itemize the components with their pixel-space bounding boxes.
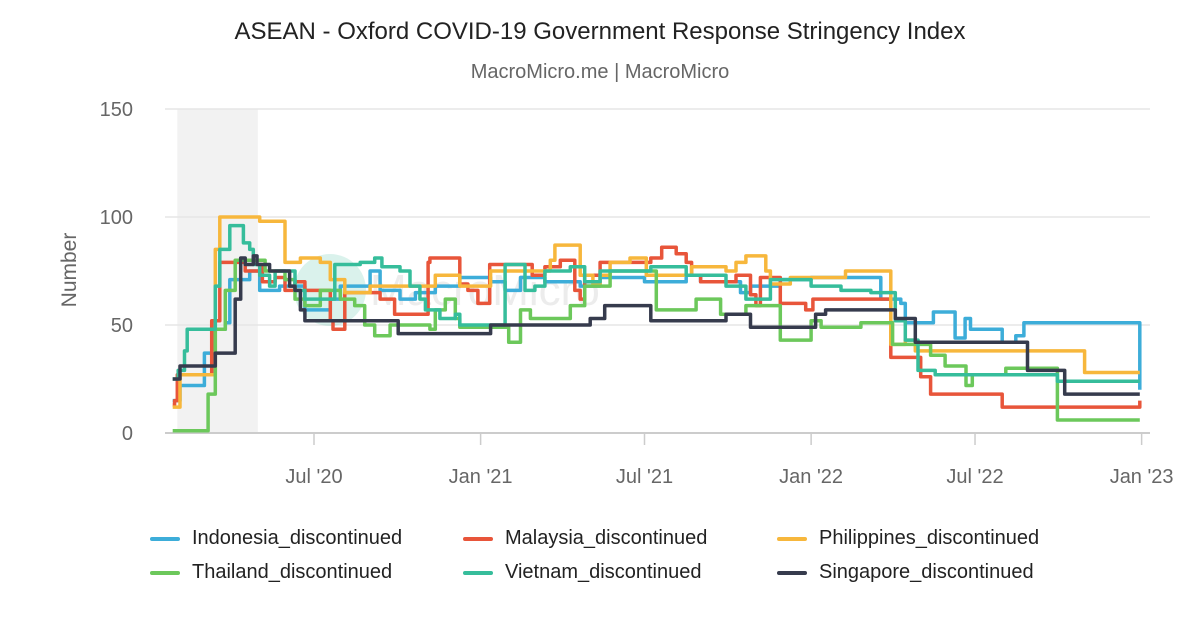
legend-item-singapore[interactable]: Singapore_discontinued	[777, 561, 1034, 584]
y-tick-label: 50	[111, 315, 133, 337]
legend-label: Malaysia_discontinued	[505, 527, 708, 549]
legend-label: Indonesia_discontinued	[192, 527, 403, 549]
y-tick-label: 0	[122, 423, 133, 445]
x-tick-label: Jul '21	[616, 466, 673, 488]
legend-swatch	[463, 536, 493, 541]
legend-swatch	[463, 570, 493, 575]
legend-label: Singapore_discontinued	[819, 561, 1034, 583]
chart-title: ASEAN - Oxford COVID-19 Government Respo…	[235, 18, 966, 45]
x-tick-label: Jul '22	[946, 466, 1003, 488]
chart-subtitle: MacroMicro.me | MacroMicro	[471, 61, 730, 83]
watermark-text: MacroMicro	[370, 266, 600, 315]
x-tick-label: Jan '22	[779, 466, 843, 488]
legend-swatch	[777, 536, 807, 541]
series-line-vietnam[interactable]	[172, 223, 1140, 383]
legend-swatch	[150, 536, 180, 541]
y-axis: 0 50 100 150	[100, 99, 133, 445]
series-line-singapore[interactable]	[172, 254, 1140, 396]
legend-swatch	[777, 570, 807, 575]
legend-label: Thailand_discontinued	[192, 561, 393, 583]
legend-item-vietnam[interactable]: Vietnam_discontinued	[463, 561, 701, 584]
x-tick-label: Jan '23	[1110, 466, 1174, 488]
x-tick-label: Jul '20	[285, 466, 342, 488]
legend-swatch	[150, 570, 180, 575]
x-axis: Jul '20 Jan '21 Jul '21 Jan '22 Jul '22 Jan '…	[285, 433, 1174, 488]
legend-item-indonesia[interactable]: Indonesia_discontinued	[150, 527, 402, 550]
y-tick-label: 150	[100, 99, 133, 121]
y-axis-label: Number	[58, 233, 81, 308]
legend-item-thailand[interactable]: Thailand_discontinued	[150, 561, 392, 584]
grid	[165, 108, 1150, 434]
series-lines	[172, 215, 1142, 433]
legend-item-malaysia[interactable]: Malaysia_discontinued	[463, 527, 707, 550]
legend-label: Philippines_discontinued	[819, 527, 1040, 549]
legend-item-philippines[interactable]: Philippines_discontinued	[777, 527, 1039, 550]
x-tick-label: Jan '21	[449, 466, 513, 488]
legend-label: Vietnam_discontinued	[505, 561, 702, 583]
y-tick-label: 100	[100, 207, 133, 229]
